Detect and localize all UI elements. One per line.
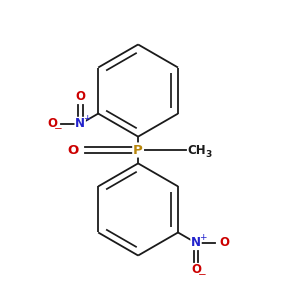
Text: N: N: [75, 118, 85, 130]
Text: −: −: [53, 124, 62, 134]
Text: O: O: [219, 236, 229, 249]
Text: O: O: [68, 143, 79, 157]
Text: O: O: [47, 118, 57, 130]
Text: −: −: [198, 270, 206, 280]
Text: O: O: [191, 263, 201, 276]
Text: N: N: [191, 236, 201, 249]
Text: +: +: [199, 233, 206, 242]
Text: CH: CH: [187, 143, 206, 157]
Text: P: P: [133, 143, 143, 157]
Text: O: O: [75, 90, 85, 104]
Text: 3: 3: [206, 150, 212, 159]
Text: +: +: [83, 114, 91, 123]
